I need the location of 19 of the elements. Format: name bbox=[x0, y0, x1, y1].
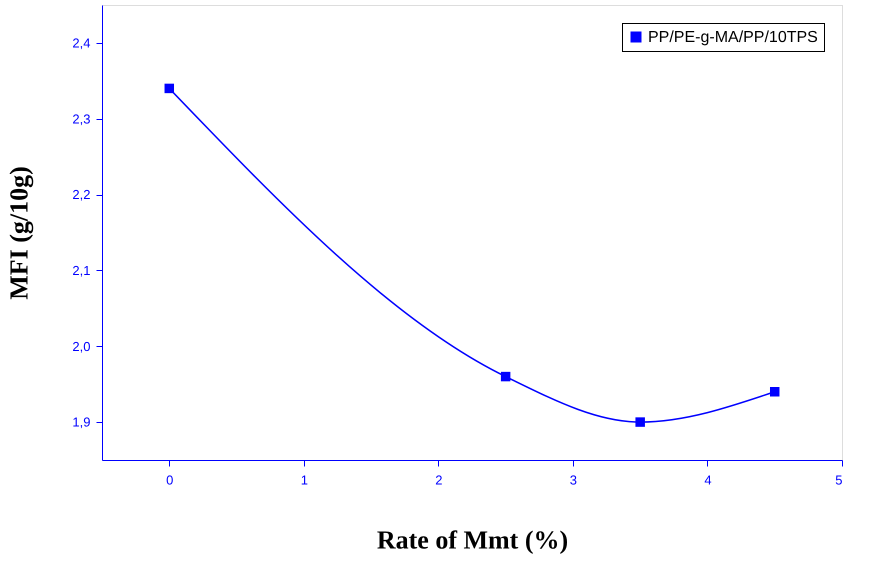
y-tick-label: 2,1 bbox=[72, 262, 90, 278]
x-tick-label: 5 bbox=[835, 472, 842, 488]
y-tick-label: 2,2 bbox=[72, 187, 90, 202]
x-tick-label: 0 bbox=[166, 472, 174, 488]
x-tick-label: 3 bbox=[570, 472, 578, 488]
y-tick-label: 2,3 bbox=[72, 111, 90, 126]
point bbox=[770, 387, 780, 396]
x-axis-title: Rate of Mmt (%) bbox=[376, 526, 568, 554]
y-tick-label: 1,9 bbox=[72, 414, 90, 430]
x-tick-label: 2 bbox=[435, 472, 442, 488]
x-tick-label: 4 bbox=[704, 472, 712, 488]
y-tick-label: 2,0 bbox=[72, 338, 90, 354]
point bbox=[500, 372, 510, 382]
legend-label: PP/PE-g-MA/PP/10TPS bbox=[648, 29, 818, 46]
point bbox=[164, 84, 174, 94]
y-tick-label: 2,4 bbox=[72, 35, 90, 50]
y-axis-title: MFI (g/10g) bbox=[4, 166, 34, 300]
x-tick-label: 1 bbox=[300, 472, 308, 488]
point bbox=[635, 417, 645, 427]
